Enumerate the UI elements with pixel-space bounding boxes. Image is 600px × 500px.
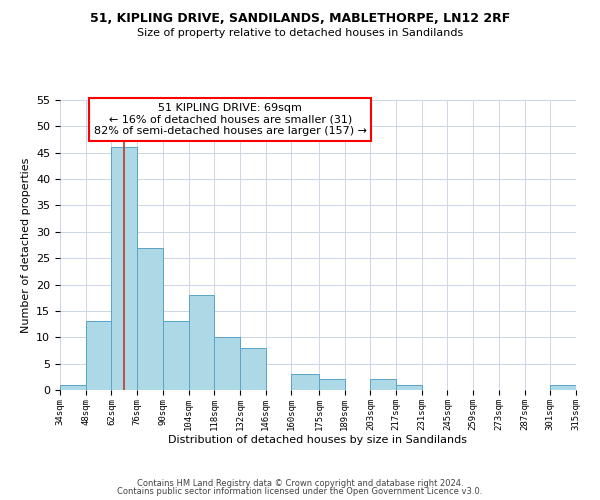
X-axis label: Distribution of detached houses by size in Sandilands: Distribution of detached houses by size … <box>169 436 467 446</box>
Bar <box>137 248 163 390</box>
Bar <box>163 322 188 390</box>
Text: Size of property relative to detached houses in Sandilands: Size of property relative to detached ho… <box>137 28 463 38</box>
Text: Contains HM Land Registry data © Crown copyright and database right 2024.: Contains HM Land Registry data © Crown c… <box>137 478 463 488</box>
Bar <box>396 384 422 390</box>
Bar <box>188 295 214 390</box>
Text: Contains public sector information licensed under the Open Government Licence v3: Contains public sector information licen… <box>118 487 482 496</box>
Bar <box>319 380 344 390</box>
Bar <box>112 148 137 390</box>
Bar <box>86 322 112 390</box>
Bar <box>550 384 576 390</box>
Bar <box>292 374 319 390</box>
Text: 51 KIPLING DRIVE: 69sqm
← 16% of detached houses are smaller (31)
82% of semi-de: 51 KIPLING DRIVE: 69sqm ← 16% of detache… <box>94 103 367 136</box>
Bar <box>370 380 396 390</box>
Y-axis label: Number of detached properties: Number of detached properties <box>20 158 31 332</box>
Text: 51, KIPLING DRIVE, SANDILANDS, MABLETHORPE, LN12 2RF: 51, KIPLING DRIVE, SANDILANDS, MABLETHOR… <box>90 12 510 26</box>
Bar <box>240 348 266 390</box>
Bar <box>60 384 86 390</box>
Bar <box>214 338 240 390</box>
